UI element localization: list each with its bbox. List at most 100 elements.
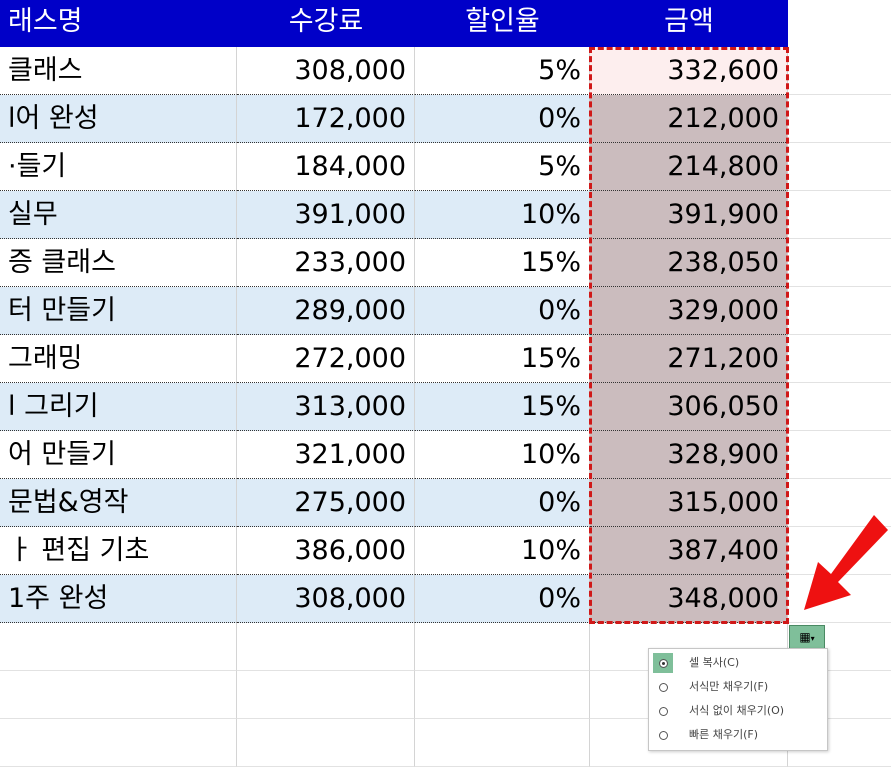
fee-cell[interactable]: 272,000 (237, 335, 415, 383)
fee-cell[interactable]: 172,000 (237, 95, 415, 143)
class-name-cell[interactable]: ㅏ 편집 기초 (0, 527, 237, 575)
option-label: 서식만 채우기(F) (689, 680, 769, 693)
fee-cell[interactable]: 321,000 (237, 431, 415, 479)
table-row: 그래밍 272,000 15% 271,200 (0, 335, 891, 383)
amount-cell[interactable]: 348,000 (590, 575, 788, 623)
class-name-cell[interactable]: 1주 완성 (0, 575, 237, 623)
empty-cell[interactable] (415, 719, 590, 767)
discount-cell[interactable]: 0% (415, 287, 590, 335)
discount-cell[interactable]: 15% (415, 335, 590, 383)
empty-cell[interactable] (788, 575, 891, 623)
class-name-cell[interactable]: 문법&영작 (0, 479, 237, 527)
fee-cell[interactable]: 233,000 (237, 239, 415, 287)
option-label: 빠른 채우기(F) (689, 728, 759, 741)
table-row: ·들기 184,000 5% 214,800 (0, 143, 891, 191)
empty-cell[interactable] (237, 623, 415, 671)
amount-cell[interactable]: 306,050 (590, 383, 788, 431)
fee-cell[interactable]: 275,000 (237, 479, 415, 527)
class-name-cell[interactable]: l어 완성 (0, 95, 237, 143)
discount-cell[interactable]: 5% (415, 47, 590, 95)
fee-cell[interactable]: 391,000 (237, 191, 415, 239)
discount-cell[interactable]: 10% (415, 527, 590, 575)
discount-cell[interactable]: 0% (415, 479, 590, 527)
selection-range-border (589, 47, 789, 624)
empty-cell[interactable] (788, 191, 891, 239)
amount-cell[interactable]: 329,000 (590, 287, 788, 335)
empty-cell[interactable] (788, 95, 891, 143)
class-name-cell[interactable]: 터 만들기 (0, 287, 237, 335)
header-class-name[interactable]: 래스명 (0, 0, 237, 47)
discount-cell[interactable]: 15% (415, 239, 590, 287)
empty-cell[interactable] (237, 719, 415, 767)
amount-cell[interactable]: 271,200 (590, 335, 788, 383)
table-row: l어 완성 172,000 0% 212,000 (0, 95, 891, 143)
auto-fill-options-button[interactable]: ▦▾ (789, 625, 825, 649)
fee-cell[interactable]: 386,000 (237, 527, 415, 575)
empty-cell[interactable] (788, 143, 891, 191)
empty-cell[interactable] (0, 719, 237, 767)
empty-cell[interactable] (237, 671, 415, 719)
empty-cell[interactable] (415, 671, 590, 719)
fee-cell[interactable]: 308,000 (237, 47, 415, 95)
class-name-cell[interactable]: 증 클래스 (0, 239, 237, 287)
fee-cell[interactable]: 313,000 (237, 383, 415, 431)
option-label: 서식 없이 채우기(O) (689, 704, 785, 717)
header-fee[interactable]: 수강료 (237, 0, 415, 47)
option-label: 셀 복사(C) (689, 656, 740, 669)
fee-cell[interactable]: 184,000 (237, 143, 415, 191)
radio-icon[interactable] (653, 725, 673, 745)
table-row: 문법&영작 275,000 0% 315,000 (0, 479, 891, 527)
amount-cell[interactable]: 212,000 (590, 95, 788, 143)
amount-cell[interactable]: 387,400 (590, 527, 788, 575)
class-name-cell[interactable]: 실무 (0, 191, 237, 239)
class-name-cell[interactable]: 그래밍 (0, 335, 237, 383)
empty-cell[interactable] (0, 671, 237, 719)
class-name-cell[interactable]: 어 만들기 (0, 431, 237, 479)
empty-cell[interactable] (788, 431, 891, 479)
empty-cell[interactable] (788, 479, 891, 527)
radio-icon[interactable] (653, 701, 673, 721)
amount-cell[interactable]: 214,800 (590, 143, 788, 191)
discount-cell[interactable]: 10% (415, 191, 590, 239)
discount-cell[interactable]: 5% (415, 143, 590, 191)
auto-fill-option[interactable]: 서식만 채우기(F) (649, 675, 827, 699)
empty-cell[interactable] (788, 0, 891, 47)
table-row: 실무 391,000 10% 391,900 (0, 191, 891, 239)
discount-cell[interactable]: 10% (415, 431, 590, 479)
amount-cell[interactable]: 238,050 (590, 239, 788, 287)
table-row: 클래스 308,000 5% 332,600 (0, 47, 891, 95)
auto-fill-option[interactable]: 빠른 채우기(F) (649, 723, 827, 747)
empty-cell[interactable] (788, 239, 891, 287)
empty-cell[interactable] (788, 335, 891, 383)
class-name-cell[interactable]: l 그리기 (0, 383, 237, 431)
empty-cell[interactable] (788, 671, 891, 719)
discount-cell[interactable]: 0% (415, 575, 590, 623)
class-name-cell[interactable]: ·들기 (0, 143, 237, 191)
auto-fill-options-menu: 셀 복사(C) 서식만 채우기(F) 서식 없이 채우기(O) 빠른 채우기(F) (648, 648, 828, 751)
discount-cell[interactable]: 0% (415, 95, 590, 143)
amount-cell[interactable]: 315,000 (590, 479, 788, 527)
amount-cell[interactable]: 328,900 (590, 431, 788, 479)
empty-cell[interactable] (788, 623, 891, 671)
discount-cell[interactable]: 15% (415, 383, 590, 431)
empty-cell[interactable] (788, 287, 891, 335)
empty-cell[interactable] (415, 623, 590, 671)
class-name-cell[interactable]: 클래스 (0, 47, 237, 95)
empty-cell[interactable] (788, 383, 891, 431)
fee-cell[interactable]: 308,000 (237, 575, 415, 623)
empty-cell[interactable] (788, 47, 891, 95)
header-amount[interactable]: 금액 (590, 0, 788, 47)
radio-icon[interactable] (653, 677, 673, 697)
auto-fill-option[interactable]: 셀 복사(C) (649, 651, 827, 675)
fee-cell[interactable]: 289,000 (237, 287, 415, 335)
table-row: 터 만들기 289,000 0% 329,000 (0, 287, 891, 335)
table-row: ㅏ 편집 기초 386,000 10% 387,400 (0, 527, 891, 575)
amount-cell[interactable]: 332,600 (590, 47, 788, 95)
header-discount[interactable]: 할인율 (415, 0, 590, 47)
table-row: 증 클래스 233,000 15% 238,050 (0, 239, 891, 287)
auto-fill-option[interactable]: 서식 없이 채우기(O) (649, 699, 827, 723)
amount-cell[interactable]: 391,900 (590, 191, 788, 239)
empty-cell[interactable] (0, 623, 237, 671)
radio-icon[interactable] (653, 653, 673, 673)
table-row: 어 만들기 321,000 10% 328,900 (0, 431, 891, 479)
